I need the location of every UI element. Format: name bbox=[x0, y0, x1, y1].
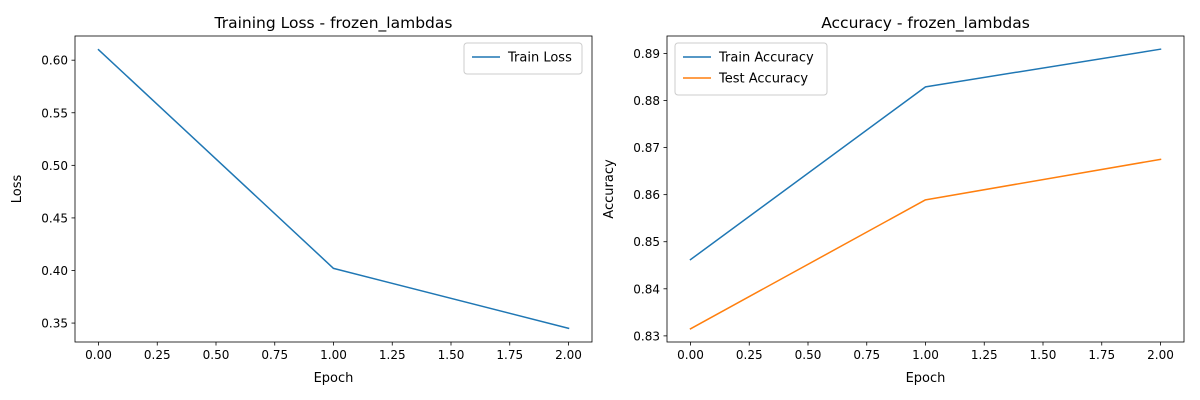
x-tick-label: 0.00 bbox=[677, 348, 704, 362]
plot-frame bbox=[74, 35, 593, 343]
x-tick-label: 1.75 bbox=[1088, 348, 1115, 362]
y-tick-label: 0.85 bbox=[633, 235, 660, 249]
y-tick-label: 0.89 bbox=[633, 47, 660, 61]
y-tick-label: 0.84 bbox=[633, 282, 660, 296]
x-tick-label: 0.00 bbox=[85, 348, 112, 362]
legend-label-0: Train Accuracy bbox=[718, 51, 814, 66]
x-tick-label: 1.00 bbox=[320, 348, 347, 362]
x-tick-label: 1.00 bbox=[912, 348, 939, 362]
y-tick-label: 0.88 bbox=[633, 94, 660, 108]
x-axis-label: Epoch bbox=[906, 371, 946, 386]
series-line-1 bbox=[689, 158, 1162, 330]
y-tick-label: 0.40 bbox=[41, 264, 68, 278]
y-tick-label: 0.55 bbox=[41, 106, 68, 120]
legend: Train Loss bbox=[463, 42, 583, 75]
loss-chart: Training Loss - frozen_lambdas 0.00 0.25 0.… bbox=[10, 14, 593, 386]
x-tick-label: 0.75 bbox=[261, 348, 288, 362]
y-tick-label: 0.35 bbox=[41, 317, 68, 331]
x-tick-label: 0.50 bbox=[795, 348, 822, 362]
x-tick-label: 0.25 bbox=[736, 348, 763, 362]
x-tick-label: 1.25 bbox=[379, 348, 406, 362]
y-axis-label: Accuracy bbox=[602, 159, 617, 219]
legend-label-1: Test Accuracy bbox=[718, 72, 808, 87]
y-tick-label: 0.50 bbox=[41, 159, 68, 173]
y-tick-label: 0.86 bbox=[633, 188, 660, 202]
legend-label-0: Train Loss bbox=[507, 51, 572, 66]
chart-title: Training Loss - frozen_lambdas bbox=[214, 14, 453, 33]
legend-box bbox=[674, 42, 828, 96]
x-tick-label: 0.50 bbox=[203, 348, 230, 362]
x-tick-label: 1.50 bbox=[438, 348, 465, 362]
legend: Train Accuracy Test Accuracy bbox=[674, 42, 828, 96]
y-tick-label: 0.60 bbox=[41, 54, 68, 68]
legend-box bbox=[463, 42, 583, 75]
series-line-0 bbox=[97, 48, 570, 330]
x-tick-label: 1.75 bbox=[496, 348, 523, 362]
x-tick-label: 1.25 bbox=[971, 348, 998, 362]
series-line-0 bbox=[689, 48, 1162, 261]
chart-title: Accuracy - frozen_lambdas bbox=[821, 14, 1030, 33]
y-tick-label: 0.45 bbox=[41, 211, 68, 225]
accuracy-chart: Accuracy - frozen_lambdas 0.00 0.25 0.50 0.7… bbox=[602, 14, 1185, 386]
y-tick-label: 0.87 bbox=[633, 141, 660, 155]
y-axis-label: Loss bbox=[10, 175, 25, 204]
x-tick-label: 1.50 bbox=[1030, 348, 1057, 362]
x-tick-label: 0.75 bbox=[853, 348, 880, 362]
x-tick-label: 2.00 bbox=[555, 348, 582, 362]
x-tick-label: 2.00 bbox=[1147, 348, 1174, 362]
y-tick-label: 0.83 bbox=[633, 329, 660, 343]
x-axis-label: Epoch bbox=[314, 371, 354, 386]
x-tick-label: 0.25 bbox=[144, 348, 171, 362]
